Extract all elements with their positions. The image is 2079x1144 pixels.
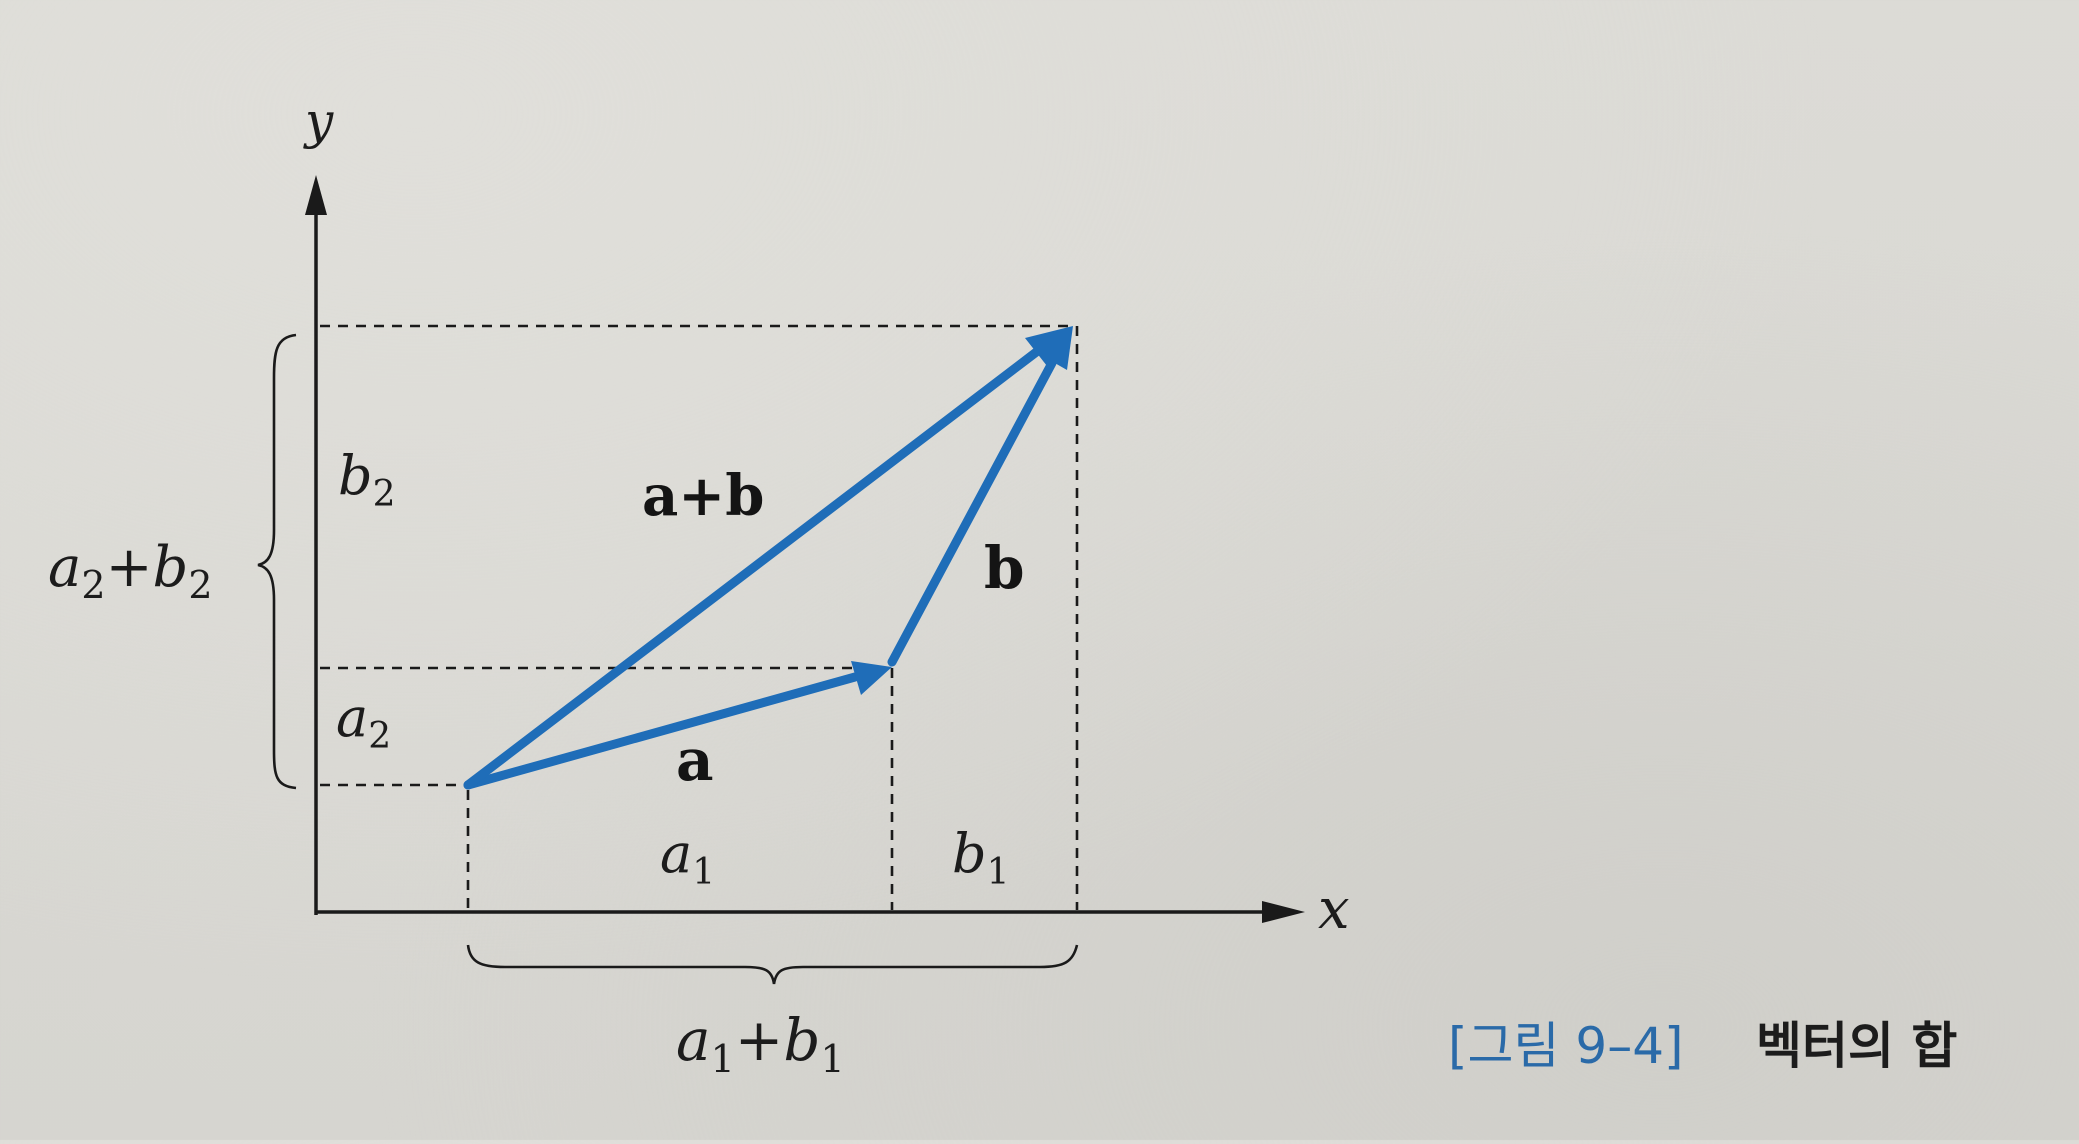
caption-figure-number: [그림 9–4] — [1448, 1017, 1684, 1075]
caption-title: 벡터의 합 — [1756, 1017, 1957, 1075]
label-a2-plus-b2: a2+b2 — [48, 535, 213, 607]
label-a2: a2 — [336, 686, 391, 757]
y-axis-label: y — [303, 92, 334, 150]
vector-a-arrowhead — [851, 661, 892, 695]
y-axis-arrowhead — [305, 175, 327, 215]
x-axis-arrowhead — [1262, 901, 1305, 923]
label-b2: b2 — [338, 444, 395, 515]
vector-a — [463, 672, 860, 790]
label-a-plus-b: a+b — [642, 463, 764, 529]
label-a1: a1 — [660, 822, 715, 893]
brace-a1-plus-b1 — [466, 944, 1079, 985]
x-axis-label: x — [1318, 877, 1350, 942]
label-a1-plus-b1: a1+b1 — [676, 1006, 845, 1081]
vectors — [463, 326, 1073, 790]
label-b: b — [984, 534, 1025, 602]
label-a: a — [676, 726, 714, 794]
vector-a-plus-b-arrowhead — [1025, 326, 1073, 366]
guide-lines — [320, 324, 1079, 910]
brace-a2-plus-b2 — [257, 333, 297, 790]
axes: y x — [303, 92, 1350, 942]
vector-a-plus-b — [463, 345, 1044, 790]
vector-b — [887, 358, 1057, 667]
figure-caption: [그림 9–4] 벡터의 합 — [1448, 1017, 1957, 1075]
label-b1: b1 — [952, 822, 1009, 893]
